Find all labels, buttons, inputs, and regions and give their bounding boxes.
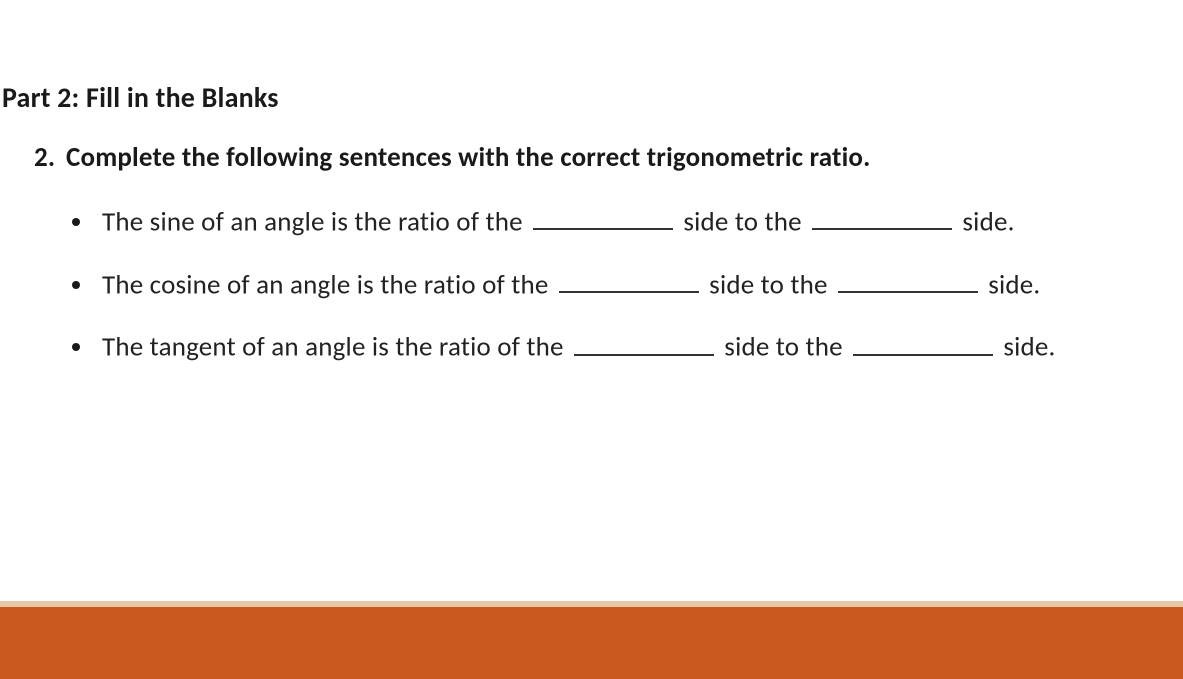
- item-text-mid: side to the: [677, 205, 808, 238]
- blank-input[interactable]: [574, 329, 714, 355]
- item-text-pre: The sine of an angle is the ratio of the: [102, 205, 529, 238]
- section-title: Part 2: Fill in the Blanks: [2, 80, 1183, 115]
- list-item: The sine of an angle is the ratio of the…: [102, 204, 1183, 241]
- list-item: The tangent of an angle is the ratio of …: [102, 329, 1183, 366]
- question-number: 2.: [34, 141, 66, 174]
- question-prompt: Complete the following sentences with th…: [66, 141, 871, 174]
- slide-content: Part 2: Fill in the Blanks 2.Complete th…: [0, 0, 1183, 366]
- item-text-post: side.: [997, 331, 1056, 364]
- item-text-mid: side to the: [718, 331, 849, 364]
- item-text-pre: The cosine of an angle is the ratio of t…: [102, 268, 555, 301]
- item-text-mid: side to the: [703, 268, 834, 301]
- blank-input[interactable]: [533, 204, 673, 230]
- item-text-pre: The tangent of an angle is the ratio of …: [102, 331, 570, 364]
- blank-input[interactable]: [559, 267, 699, 293]
- item-text-post: side.: [956, 205, 1015, 238]
- item-text-post: side.: [982, 268, 1041, 301]
- blank-input[interactable]: [853, 329, 993, 355]
- question-line: 2.Complete the following sentences with …: [34, 141, 1183, 174]
- blank-input[interactable]: [812, 204, 952, 230]
- bullet-list: The sine of an angle is the ratio of the…: [0, 204, 1183, 366]
- footer-accent-bar: [0, 601, 1183, 679]
- slide: Part 2: Fill in the Blanks 2.Complete th…: [0, 0, 1183, 679]
- blank-input[interactable]: [838, 267, 978, 293]
- list-item: The cosine of an angle is the ratio of t…: [102, 267, 1183, 304]
